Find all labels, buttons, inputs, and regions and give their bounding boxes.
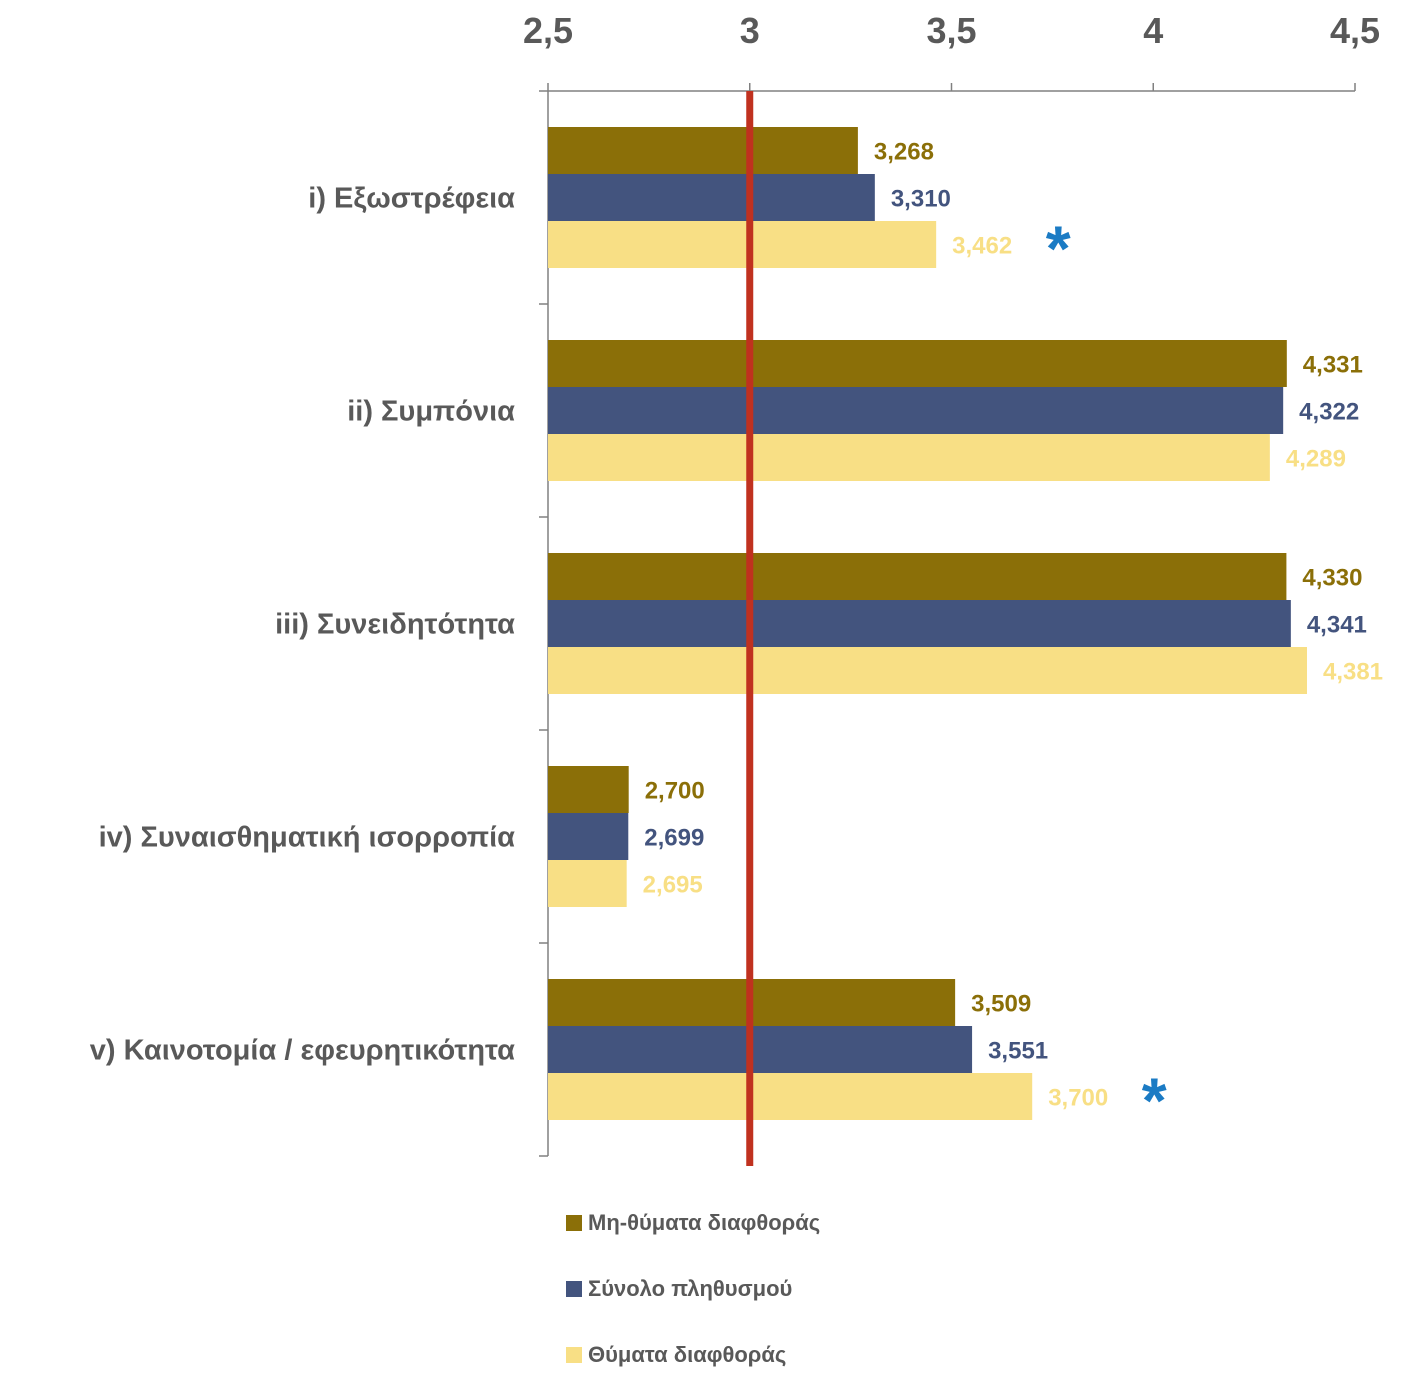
category-label: v) Καινοτομία / εφευρητικότητα: [90, 1035, 515, 1067]
data-label: 4,331: [1303, 352, 1363, 379]
legend-item-victims: Θύματα διαφθοράς: [566, 1322, 820, 1388]
legend-swatch-non-victims: [566, 1215, 582, 1231]
bar: [548, 1026, 973, 1073]
bar: [548, 127, 858, 174]
bar: [548, 387, 1284, 434]
bar: [548, 813, 629, 860]
legend-item-total: Σύνολο πληθυσμού: [566, 1256, 820, 1322]
legend-label-victims: Θύματα διαφθοράς: [588, 1342, 787, 1367]
bar: [548, 553, 1287, 600]
data-label: 4,330: [1302, 565, 1362, 592]
bar: [548, 340, 1287, 387]
legend-swatch-victims: [566, 1347, 582, 1363]
category-label: i) Εξωστρέφεια: [308, 183, 515, 215]
bar: [548, 600, 1291, 647]
legend-swatch-total: [566, 1281, 582, 1297]
data-label: 4,322: [1299, 399, 1359, 426]
bar-chart-svg: 2,5 3 3,5 4 4,5 i) Εξωστρέφεια 3,268 3,3103,462…: [90, 10, 1383, 1166]
category-label: iii) Συνειδητότητα: [275, 609, 515, 641]
legend-label-non-victims: Μη-θύματα διαφθοράς: [588, 1210, 821, 1235]
data-label: 4,381: [1323, 659, 1383, 686]
data-label: 2,695: [643, 872, 703, 899]
data-label: 3,462: [952, 233, 1012, 260]
legend: Μη-θύματα διαφθοράς Σύνολο πληθυσμού Θύμ…: [566, 1190, 820, 1388]
x-tick-label: 3: [740, 10, 760, 51]
category-label: iv) Συναισθηματική ισορροπία: [99, 822, 516, 854]
data-label: 3,551: [988, 1038, 1048, 1065]
legend-item-non-victims: Μη-θύματα διαφθοράς: [566, 1190, 820, 1256]
x-tick-label: 3,5: [926, 10, 976, 51]
bar: [548, 860, 627, 907]
x-tick-label: 2,5: [523, 10, 573, 51]
bar: [548, 1073, 1033, 1120]
data-label: 3,509: [971, 991, 1031, 1018]
x-tick-label: 4,5: [1330, 10, 1380, 51]
significance-marker: *: [1046, 213, 1071, 285]
data-label: 3,700: [1048, 1085, 1108, 1112]
x-tick-label: 4: [1143, 10, 1163, 51]
legend-label-total: Σύνολο πληθυσμού: [588, 1276, 793, 1301]
category-label: ii) Συμπόνια: [347, 396, 515, 428]
data-label: 4,289: [1286, 446, 1346, 473]
bar: [548, 434, 1270, 481]
bar: [548, 647, 1307, 694]
data-label: 4,341: [1307, 612, 1367, 639]
data-label: 2,699: [644, 825, 704, 852]
significance-marker: *: [1142, 1065, 1167, 1137]
data-label: 3,268: [874, 139, 934, 166]
data-label: 2,700: [645, 778, 705, 805]
bar: [548, 221, 937, 268]
data-label: 3,310: [891, 186, 951, 213]
bar: [548, 766, 629, 813]
bar: [548, 174, 875, 221]
